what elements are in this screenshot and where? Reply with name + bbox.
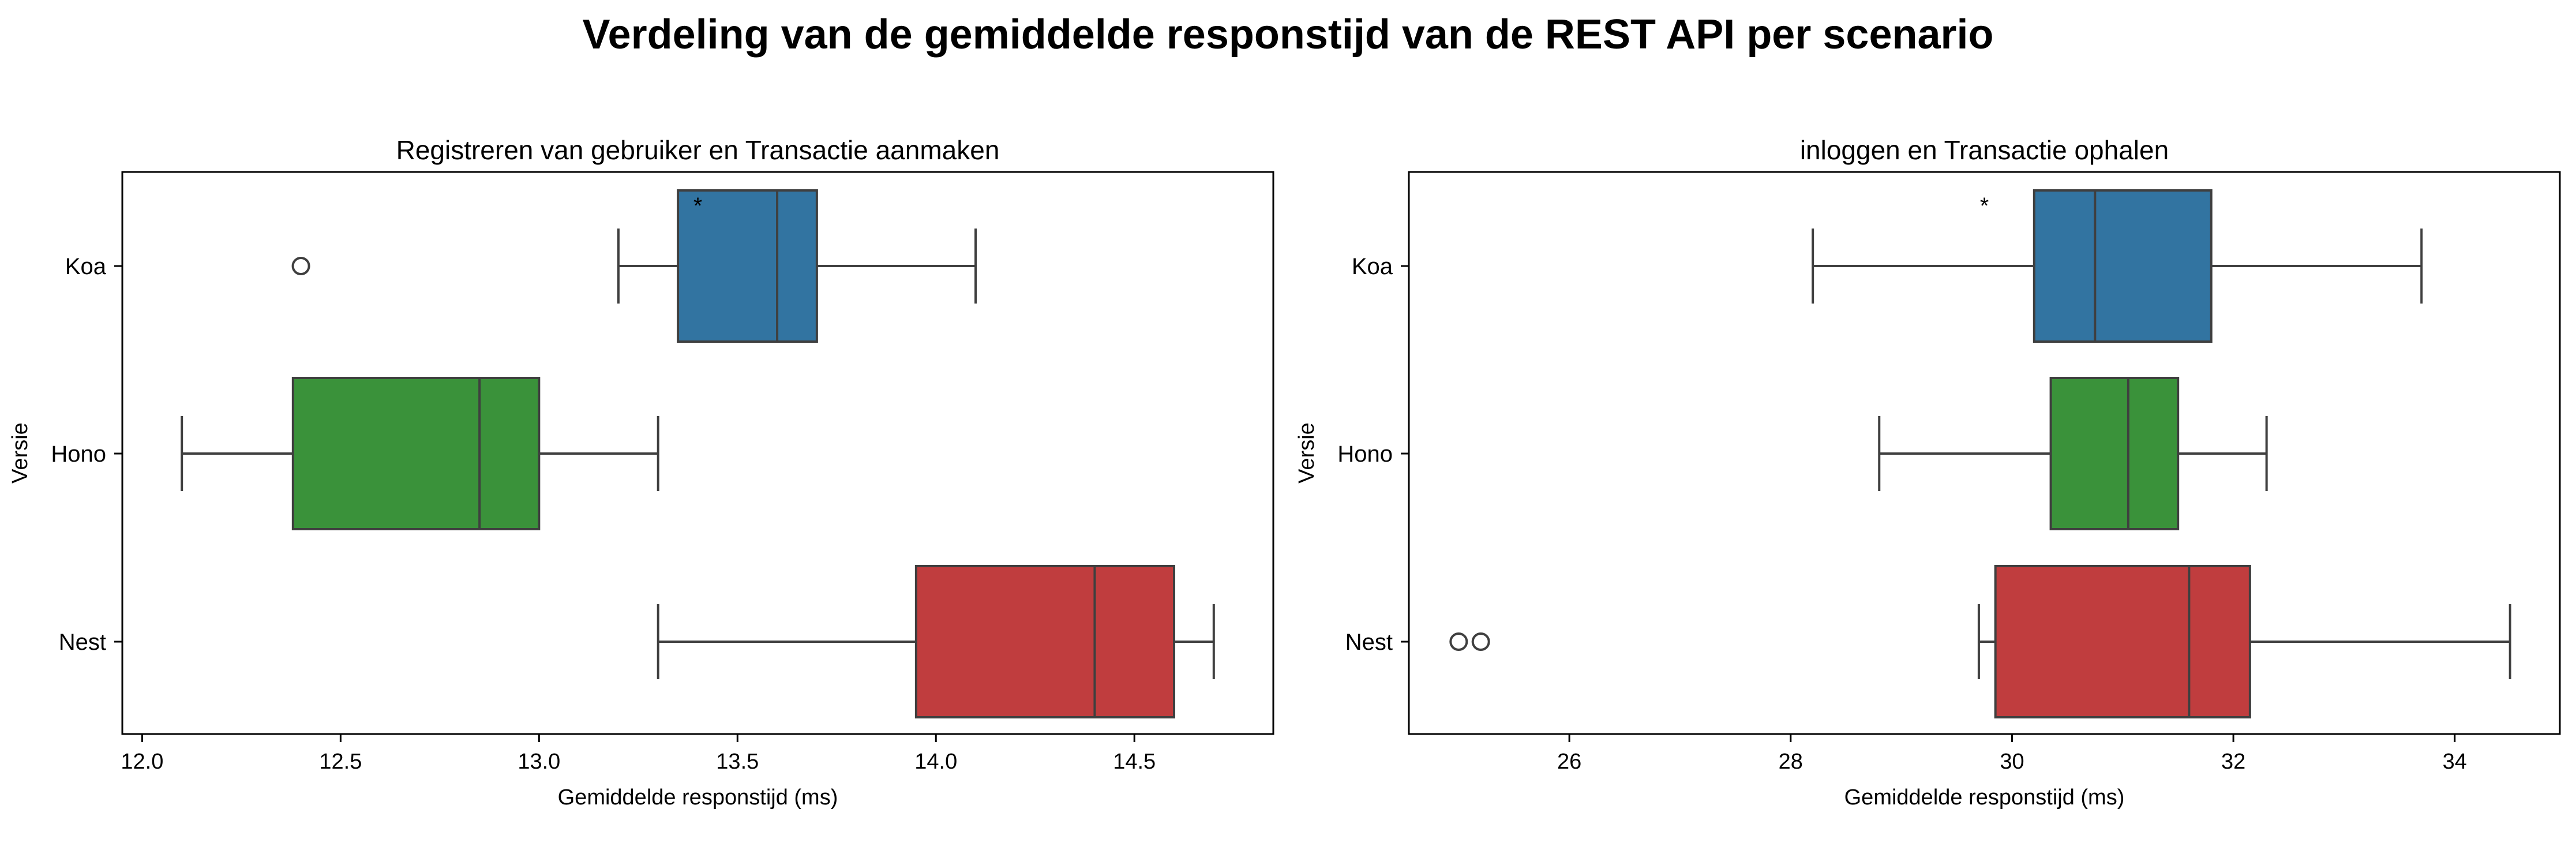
outlier-point (1471, 632, 1490, 651)
subplot-title: Registreren van gebruiker en Transactie … (396, 135, 1000, 165)
outlier-point (291, 257, 310, 275)
x-tick-label: 34 (2443, 750, 2467, 774)
subplot-2: inloggen en Transactie ophalen * 26 28 30 32 3… (1295, 135, 2561, 810)
iqr-box (1994, 565, 2251, 718)
x-tick-label: 14.0 (914, 750, 957, 774)
y-tick-label: Nest (59, 630, 106, 655)
annotation-star: * (693, 193, 703, 219)
outlier-point (1449, 632, 1468, 651)
iqr-box (291, 377, 541, 530)
subplot-title: inloggen en Transactie ophalen (1800, 135, 2169, 165)
x-tick-label: 12.0 (121, 750, 163, 774)
y-tick-label: Nest (1345, 630, 1393, 655)
box-hono (181, 377, 659, 530)
subplot-1: Registreren van gebruiker en Transactie … (8, 135, 1274, 810)
y-tick-label: Koa (65, 254, 107, 279)
y-tick-label: Hono (1337, 441, 1393, 467)
y-tick-label: Hono (51, 441, 106, 467)
iqr-box (2033, 189, 2213, 343)
box-nest (657, 565, 1215, 718)
x-tick-label: 32 (2221, 750, 2245, 774)
box-hono (1878, 377, 2268, 530)
figure-title: Verdeling van de gemiddelde responstijd … (582, 12, 1994, 58)
x-tick-label: 26 (1557, 750, 1581, 774)
iqr-box (914, 565, 1176, 718)
x-tick-label: 13.5 (716, 750, 759, 774)
x-axis-label: Gemiddelde responstijd (ms) (1844, 785, 2125, 810)
x-tick-label: 12.5 (319, 750, 362, 774)
x-tick-label: 30 (2000, 750, 2024, 774)
box-koa (1812, 189, 2423, 343)
y-axis-label: Versie (8, 422, 32, 484)
y-tick-label: Koa (1352, 254, 1393, 279)
box-koa (291, 189, 977, 343)
iqr-box (677, 189, 818, 343)
y-axis-label: Versie (1295, 422, 1319, 484)
x-tick-label: 28 (1779, 750, 1803, 774)
x-tick-label: 13.0 (518, 750, 560, 774)
annotation-star: * (1980, 193, 1989, 219)
iqr-box (2049, 377, 2180, 530)
x-tick-label: 14.5 (1113, 750, 1156, 774)
box-nest (1449, 565, 2511, 718)
x-axis-label: Gemiddelde responstijd (ms) (558, 785, 838, 810)
